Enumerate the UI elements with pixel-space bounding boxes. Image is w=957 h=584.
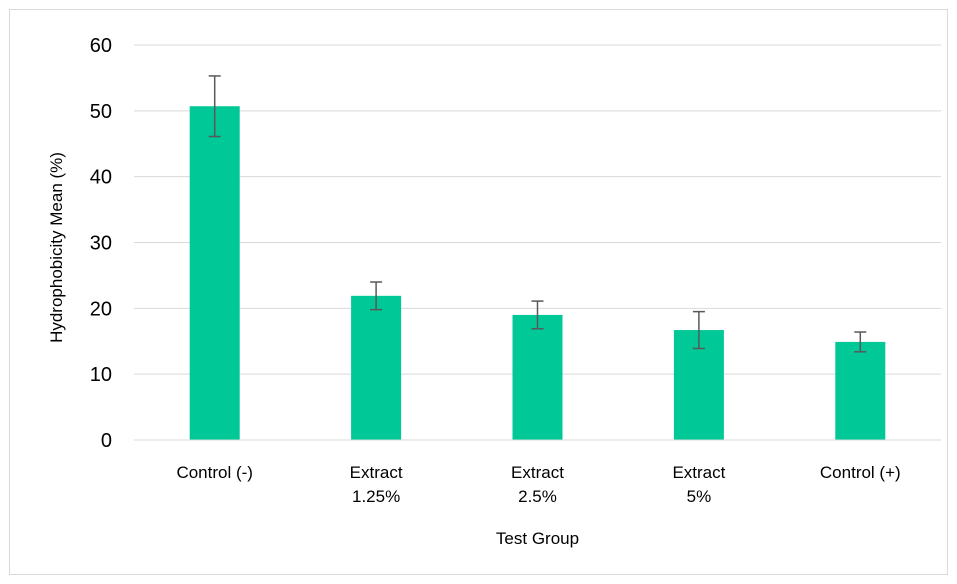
- bar: [189, 106, 240, 440]
- x-tick-label-line: 2.5%: [518, 487, 557, 506]
- x-axis-categories: Control (-) Extract 1.25%Extract 2.5%Extrac…: [176, 463, 900, 506]
- y-tick-label: 30: [90, 233, 112, 255]
- error-bar: [531, 300, 544, 330]
- x-tick-label-line: 1.25%: [352, 487, 400, 506]
- y-tick-label: 0: [101, 430, 112, 452]
- x-tick-label-line: Control (-): [176, 463, 253, 482]
- y-tick-label: 60: [90, 35, 112, 57]
- gridlines: [134, 44, 941, 375]
- error-bars: [208, 75, 867, 353]
- x-tick-label: Extract 1.25%: [350, 463, 403, 506]
- error-bar: [692, 310, 705, 350]
- chart-frame: [9, 9, 948, 575]
- x-tick-label: Extract 2.5%: [511, 463, 564, 506]
- y-axis-title: Hydrophobicity Mean (%): [47, 152, 66, 343]
- error-bar: [854, 331, 867, 353]
- y-tick-label: 10: [90, 364, 112, 386]
- bars: [189, 106, 886, 440]
- x-tick-label-line: Extract: [350, 463, 403, 482]
- x-tick-label-line: Control (+): [820, 463, 901, 482]
- x-tick-label: Control (+): [820, 463, 901, 482]
- error-bar: [208, 75, 221, 138]
- y-axis-ticks: 0 10 20 30 40 50 60: [90, 35, 112, 452]
- x-tick-label-line: 5%: [687, 487, 712, 506]
- x-tick-label: Control (-): [176, 463, 253, 482]
- bar: [351, 295, 402, 440]
- bar: [512, 314, 563, 440]
- x-tick-label: Extract 5%: [672, 463, 725, 506]
- x-tick-label-line: Extract: [672, 463, 725, 482]
- x-tick-label-line: Extract: [511, 463, 564, 482]
- x-axis-title: Test Group: [496, 529, 579, 548]
- y-tick-label: 50: [90, 101, 112, 123]
- y-tick-label: 20: [90, 298, 112, 320]
- y-tick-label: 40: [90, 167, 112, 189]
- error-bar: [370, 281, 383, 311]
- bar: [835, 341, 886, 440]
